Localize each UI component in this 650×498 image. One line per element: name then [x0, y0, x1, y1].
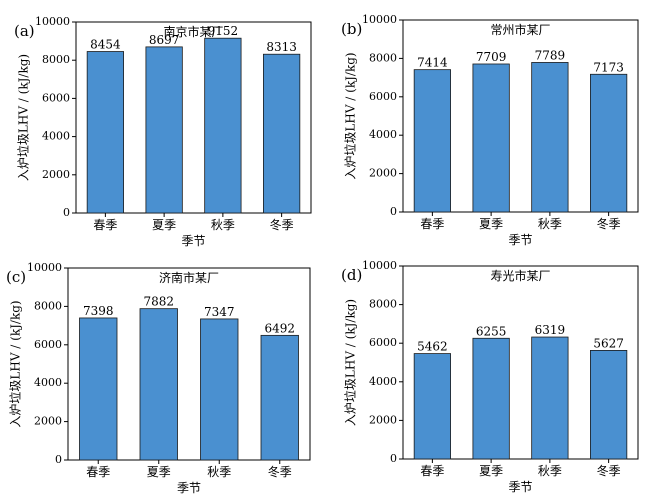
x-tick-label: 冬季	[597, 463, 621, 478]
bar-value-label: 9152	[208, 24, 239, 38]
panel-label: (c)	[6, 268, 26, 286]
x-tick-label: 秋季	[207, 465, 231, 479]
x-tick-label: 冬季	[268, 464, 292, 479]
bar	[86, 51, 124, 214]
chart-panel: (d) 寿光市某厂 0 2000 4000 6000 8000 10000 入炉垃圾LHV / …	[341, 259, 639, 494]
plot-frame	[402, 265, 639, 460]
chart-panel: (c) 济南市某厂 0 2000 4000 6000 8000 10000 入炉垃圾LHV / …	[6, 261, 311, 495]
y-axis-title: 入炉垃圾LHV / (kJ/kg)	[8, 300, 23, 427]
bar	[590, 73, 628, 213]
y-tick-label: 10000	[27, 261, 62, 274]
y-tick-label: 8000	[369, 51, 397, 64]
bar	[413, 353, 451, 460]
bar-value-label: 7789	[535, 48, 566, 62]
x-tick-label: 夏季	[147, 465, 171, 479]
bar	[204, 37, 242, 214]
y-tick-label: 2000	[369, 167, 397, 180]
bar	[472, 63, 510, 213]
bar-value-label: 5462	[417, 340, 448, 354]
plot-frame	[67, 267, 311, 461]
bar-value-label: 7882	[143, 295, 174, 309]
chart-title: 寿光市某厂	[490, 268, 550, 283]
y-tick-label: 6000	[42, 91, 70, 104]
chart-title: 南京市某厂	[163, 24, 223, 39]
plot-frame	[402, 19, 639, 213]
bar	[260, 334, 299, 461]
bar-value-label: 7398	[83, 304, 114, 318]
x-tick-label: 冬季	[270, 217, 294, 232]
bar-value-label: 6319	[535, 323, 566, 337]
y-tick-label: 10000	[362, 259, 397, 272]
bar-value-label: 8697	[149, 33, 180, 47]
y-tick-label: 8000	[34, 299, 62, 312]
panel-label: (a)	[14, 22, 35, 40]
y-tick-label: 4000	[369, 128, 397, 141]
y-tick-label: 6000	[369, 90, 397, 103]
bar-value-label: 7347	[204, 305, 235, 319]
bar	[590, 349, 628, 460]
y-tick-label: 8000	[369, 298, 397, 311]
y-tick-label: 2000	[34, 415, 62, 428]
bar-value-label: 7414	[417, 56, 448, 70]
bar	[531, 336, 569, 460]
y-tick-label: 0	[390, 452, 397, 465]
y-axis-title: 入炉垃圾LHV / (kJ/kg)	[16, 54, 31, 181]
x-tick-label: 秋季	[538, 464, 562, 478]
chart-panel: (b) 常州市某厂 0 2000 4000 6000 8000 10000 入炉垃圾LHV / …	[341, 13, 639, 247]
bar	[139, 308, 178, 461]
y-tick-label: 6000	[34, 338, 62, 351]
bar	[263, 53, 301, 214]
bar-value-label: 8454	[90, 38, 121, 52]
chart-panel: (a) 南京市某厂 0 2000 4000 6000 8000 10000 入炉垃圾LHV / …	[14, 15, 312, 248]
y-tick-label: 8000	[42, 53, 70, 66]
x-tick-label: 夏季	[152, 218, 176, 232]
y-tick-label: 4000	[34, 376, 62, 389]
bar-value-label: 7709	[476, 50, 507, 64]
y-axis-title: 入炉垃圾LHV / (kJ/kg)	[343, 299, 358, 426]
bar	[531, 62, 569, 213]
x-tick-label: 春季	[93, 218, 117, 232]
bar-value-label: 5627	[593, 336, 624, 350]
bar-value-label: 7173	[593, 60, 624, 74]
bar-value-label: 6492	[264, 321, 295, 335]
chart-title: 常州市某厂	[490, 22, 550, 37]
bar	[200, 318, 239, 461]
plot-frame	[75, 21, 312, 214]
x-tick-label: 夏季	[479, 464, 503, 478]
x-tick-label: 春季	[420, 217, 444, 231]
y-tick-label: 2000	[42, 168, 70, 181]
y-axis-title: 入炉垃圾LHV / (kJ/kg)	[343, 52, 358, 179]
panel-label: (b)	[341, 20, 362, 38]
y-tick-label: 10000	[362, 13, 397, 26]
y-tick-label: 4000	[369, 375, 397, 388]
y-tick-label: 2000	[369, 413, 397, 426]
bar-value-label: 8313	[266, 40, 297, 54]
bar-value-label: 6255	[476, 324, 507, 338]
y-tick-label: 6000	[369, 336, 397, 349]
x-tick-label: 春季	[420, 464, 444, 478]
chart-title: 济南市某厂	[159, 270, 219, 285]
bar	[79, 317, 118, 461]
x-tick-label: 冬季	[597, 216, 621, 231]
x-tick-label: 夏季	[479, 217, 503, 231]
y-tick-label: 0	[63, 206, 70, 219]
y-tick-label: 10000	[35, 15, 70, 28]
y-tick-label: 4000	[42, 130, 70, 143]
x-tick-label: 秋季	[211, 218, 235, 232]
y-tick-label: 0	[390, 205, 397, 218]
panel-label: (d)	[341, 266, 362, 284]
x-axis-title: 季节	[508, 480, 532, 494]
x-axis-title: 季节	[177, 481, 201, 495]
bar	[145, 46, 183, 214]
x-tick-label: 秋季	[538, 217, 562, 231]
x-axis-title: 季节	[181, 234, 205, 248]
bar	[413, 69, 451, 213]
bar	[472, 337, 510, 460]
x-axis-title: 季节	[508, 233, 532, 247]
x-tick-label: 春季	[86, 465, 110, 479]
y-tick-label: 0	[55, 453, 62, 466]
